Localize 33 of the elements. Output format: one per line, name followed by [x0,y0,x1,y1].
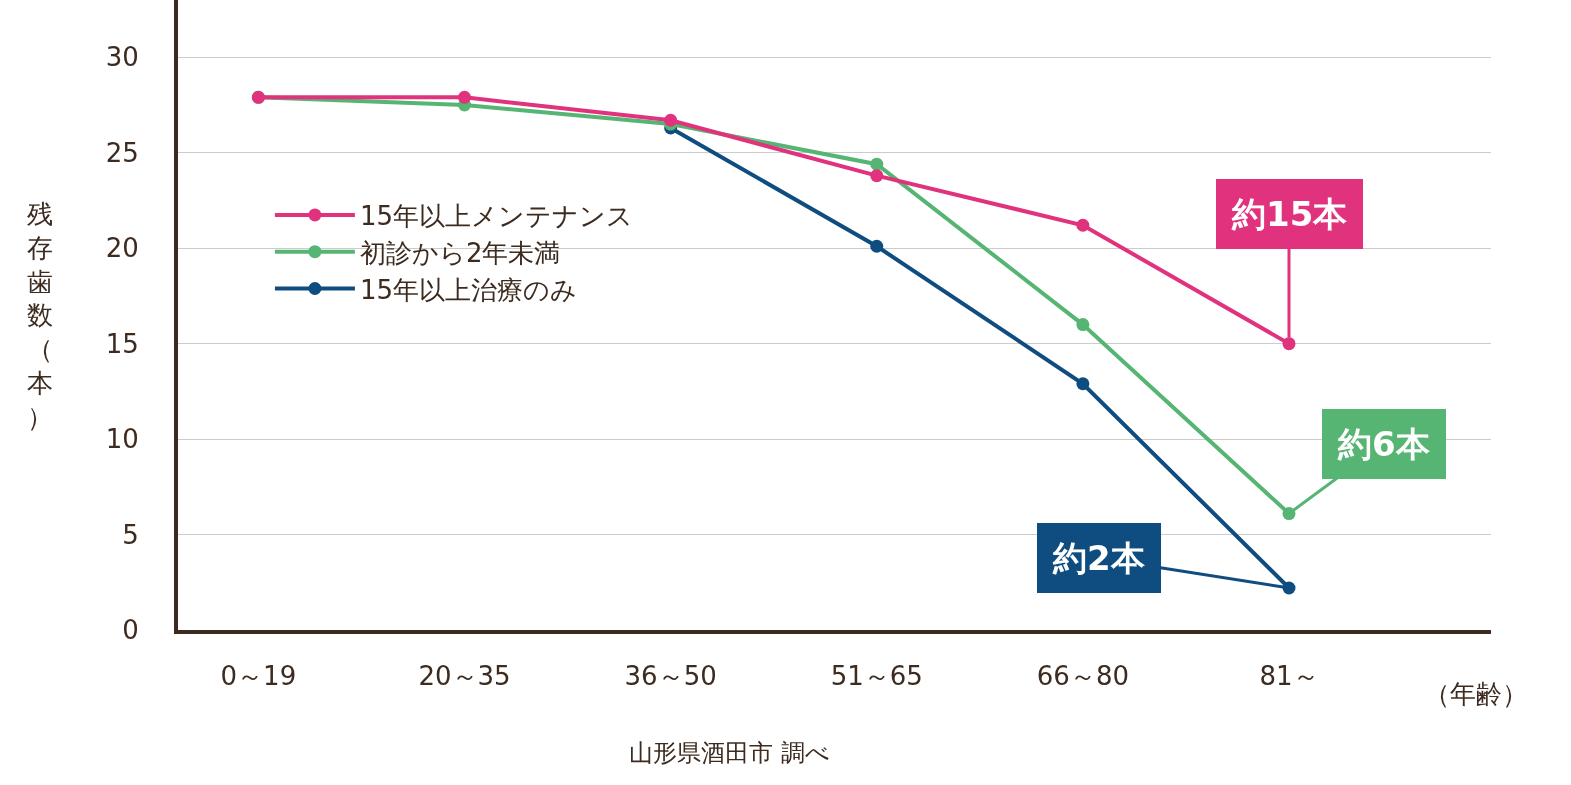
y-tick-label: 15 [105,328,139,359]
point [458,90,472,104]
point [870,239,884,253]
point [870,169,884,183]
y-tick-label: 30 [105,42,139,73]
text: 山形県酒田市 調べ [629,739,830,767]
point [1076,218,1090,232]
x-tick-label: 20～35 [418,661,511,692]
y-tick-label: 5 [122,519,139,550]
point [664,113,678,127]
annotation: 約6本 [1337,424,1431,464]
point [870,157,884,171]
y-tick-label: 25 [105,137,139,168]
point [1282,337,1296,351]
y-axis-title: 残存歯数（本） [27,199,53,432]
point [1076,377,1090,391]
y-tick-label: 10 [105,424,139,455]
annotation: 約15本 [1231,194,1349,234]
x-tick-label: 0～19 [220,661,297,692]
x-tick-label: 36～50 [624,661,717,692]
annotation: 約2本 [1052,538,1146,578]
x-tick-label: 66～80 [1036,661,1129,692]
y-tick-label: 20 [105,233,139,264]
legend-label: 初診から2年未満 [359,237,561,268]
x-tick-label: 81～ [1259,661,1319,692]
point [1282,581,1296,595]
y-tick-label: 0 [122,615,139,646]
legend-label: 15年以上治療のみ [359,274,577,305]
x-axis-title: （年齢） [1424,679,1528,709]
point [1076,318,1090,332]
point [1282,507,1296,521]
x-tick-label: 51～65 [830,661,923,692]
legend-label: 15年以上メンテナンス [359,201,633,232]
